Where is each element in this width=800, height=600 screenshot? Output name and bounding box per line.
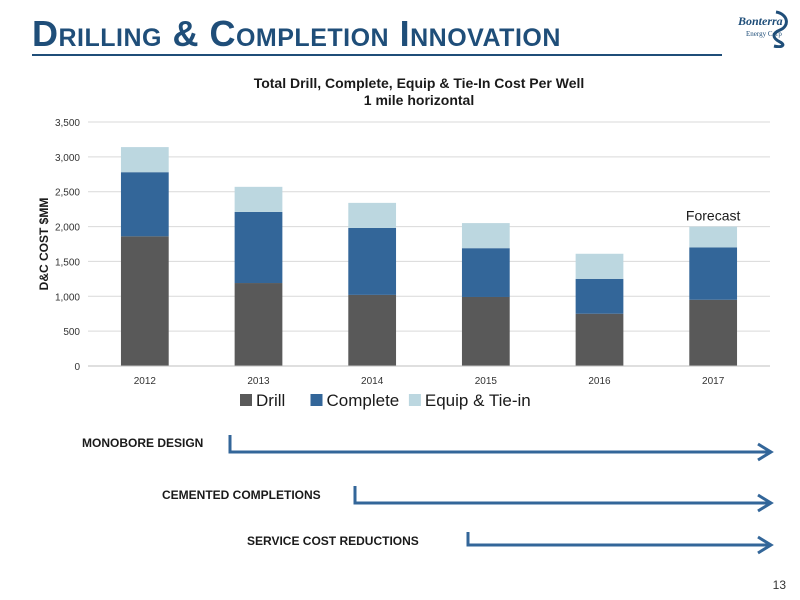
- company-logo: Bonterra Energy Corp: [732, 8, 792, 48]
- bar-drill-2016: [575, 313, 624, 366]
- bar-equip-tie-in-2012: [120, 147, 169, 173]
- y-tick-label: 2,000: [55, 223, 80, 234]
- bar-drill-2013: [234, 283, 283, 366]
- slide-title: Drilling & Completion Innovation: [32, 13, 561, 54]
- initiative-label-cemented: CEMENTED COMPLETIONS: [162, 488, 321, 502]
- y-tick-label: 1,500: [55, 257, 80, 268]
- y-tick-label: 3,500: [55, 118, 80, 129]
- arrowhead-icon: [757, 442, 774, 462]
- x-tick-label: 2012: [134, 376, 157, 387]
- page-number: 13: [772, 578, 786, 592]
- logo-subtitle: Energy Corp: [746, 30, 782, 38]
- bar-equip-tie-in-2017: [689, 226, 738, 248]
- y-tick-label: 2,500: [55, 188, 80, 199]
- initiative-arrow-line: [228, 435, 770, 454]
- bar-complete-2016: [575, 278, 624, 314]
- initiative-label-service-cost: SERVICE COST REDUCTIONS: [247, 534, 419, 548]
- initiative-arrow-line: [353, 486, 770, 505]
- initiative-arrow-line: [466, 532, 770, 547]
- legend-swatch: [408, 394, 421, 406]
- bar-equip-tie-in-2016: [575, 253, 624, 279]
- bar-drill-2017: [689, 299, 738, 366]
- logo-swirl-icon: [772, 10, 788, 48]
- legend-swatch: [310, 394, 323, 406]
- chart-subtitle: 1 mile horizontal: [364, 92, 474, 108]
- legend-swatch: [240, 394, 252, 406]
- legend-label: Drill: [256, 391, 285, 410]
- bar-complete-2014: [348, 227, 397, 295]
- y-tick-label: 0: [74, 362, 80, 373]
- initiative-label-monobore: MONOBORE DESIGN: [82, 436, 204, 450]
- x-tick-label: 2014: [361, 376, 384, 387]
- bar-drill-2015: [461, 296, 510, 366]
- bar-equip-tie-in-2014: [348, 202, 397, 228]
- bar-equip-tie-in-2013: [234, 186, 283, 212]
- y-tick-label: 3,000: [55, 153, 80, 164]
- bar-complete-2012: [120, 172, 169, 237]
- legend-label: Complete: [327, 391, 400, 410]
- forecast-annotation: Forecast: [686, 208, 741, 224]
- x-tick-label: 2015: [475, 376, 498, 387]
- arrowhead-icon: [757, 535, 774, 555]
- bar-drill-2014: [348, 294, 397, 366]
- bar-complete-2017: [689, 247, 738, 300]
- legend-label: Equip & Tie-in: [425, 391, 531, 410]
- bar-equip-tie-in-2015: [461, 223, 510, 249]
- x-tick-label: 2017: [702, 376, 725, 387]
- bar-drill-2012: [120, 236, 169, 366]
- stacked-bar-chart: Total Drill, Complete, Equip & Tie-In Co…: [37, 75, 770, 410]
- y-tick-label: 500: [63, 327, 80, 338]
- y-tick-label: 1,000: [55, 292, 80, 303]
- title-underline: [32, 54, 722, 56]
- bar-complete-2013: [234, 211, 283, 284]
- x-tick-label: 2013: [247, 376, 270, 387]
- chart-title: Total Drill, Complete, Equip & Tie-In Co…: [254, 75, 585, 91]
- x-tick-label: 2016: [588, 376, 611, 387]
- bar-complete-2015: [461, 248, 510, 297]
- arrowhead-icon: [757, 493, 774, 513]
- logo-name: Bonterra: [738, 14, 783, 28]
- y-axis-label: D&C COST $MM: [37, 198, 51, 291]
